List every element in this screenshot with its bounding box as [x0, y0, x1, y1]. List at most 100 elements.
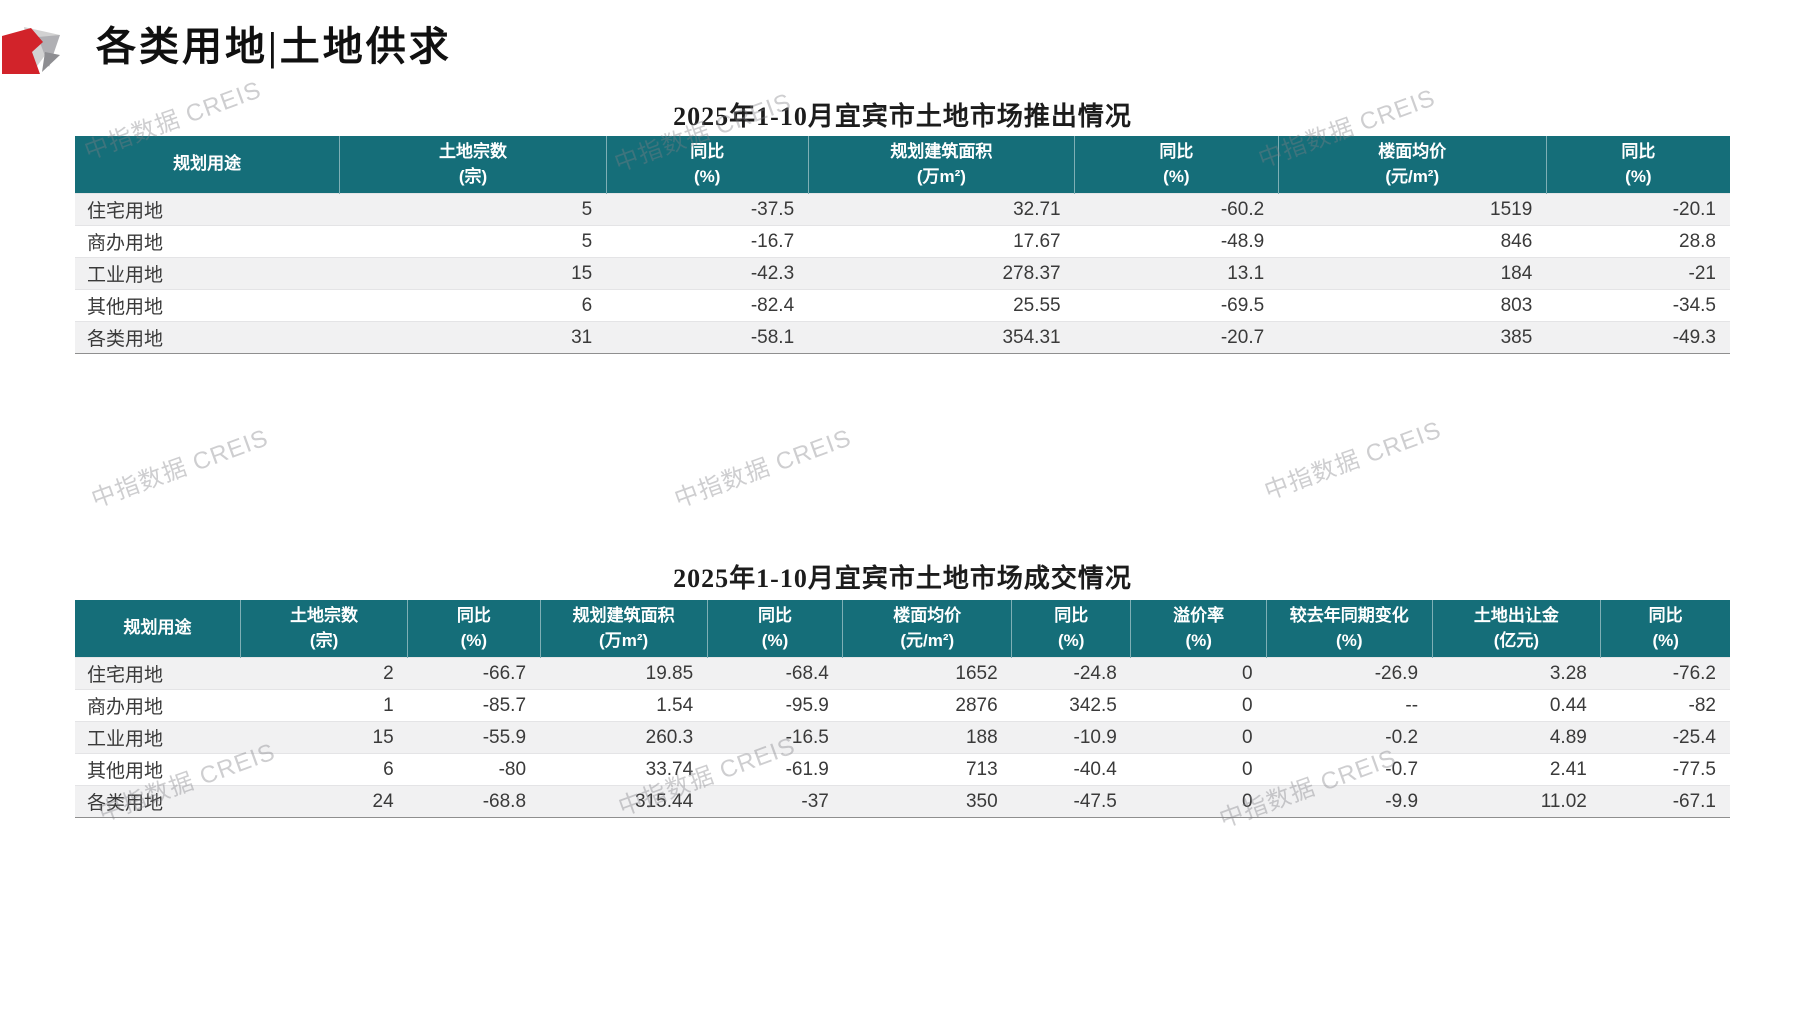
table-cell: 354.31 [808, 321, 1075, 354]
column-header: 规划建筑面积 (万m²) [539, 600, 708, 658]
table-cell: 803 [1278, 289, 1547, 322]
table-cell: 28.8 [1546, 225, 1730, 258]
column-header: 规划用途 [75, 600, 241, 658]
table-caption: 2025年1-10月宜宾市土地市场成交情况 [673, 564, 1132, 593]
table-cell: 6 [240, 753, 408, 786]
table-cell: 1652 [842, 657, 1012, 690]
table-cell: 278.37 [808, 257, 1075, 290]
table-cell: 32.71 [808, 193, 1075, 226]
table-row: 工业用地 15 -55.9 260.3 -16.5 188 -10.9 0 -0… [75, 721, 1730, 754]
table-cell: 6 [339, 289, 607, 322]
supply-table: 规划用途 土地宗数 (宗) 同比 (%) 规划建筑面积 (万m²) 同比 (%) 楼面均… [75, 136, 1730, 355]
column-header: 楼面均价 (元/m²) [842, 600, 1012, 658]
table-cell: -- [1266, 689, 1433, 722]
table-cell: 2876 [842, 689, 1012, 722]
table-cell: 1 [240, 689, 408, 722]
table-cell: -26.9 [1266, 657, 1433, 690]
table-cell: -0.2 [1266, 721, 1433, 754]
table-cell: -0.7 [1266, 753, 1433, 786]
table-cell: -37.5 [606, 193, 809, 226]
table-cell: -49.3 [1546, 321, 1730, 354]
column-header: 同比 (%) [1074, 136, 1279, 194]
table-cell: 0 [1130, 657, 1267, 690]
table-cell: -82.4 [606, 289, 809, 322]
table-cell: 350 [842, 785, 1012, 818]
watermark: 中指数据 CREIS [670, 424, 856, 514]
table-cell: 5 [339, 225, 607, 258]
column-header: 较去年同期变化 (%) [1266, 600, 1433, 658]
table-row: 商办用地 1 -85.7 1.54 -95.9 2876 342.5 0 -- … [75, 689, 1730, 722]
table-cell: -60.2 [1074, 193, 1279, 226]
table-cell: 5 [339, 193, 607, 226]
table-cell: -82 [1600, 689, 1730, 722]
table-cell: -16.7 [606, 225, 809, 258]
table-cell: 2.41 [1432, 753, 1601, 786]
column-header: 同比 (%) [1011, 600, 1131, 658]
table-cell: 2 [240, 657, 408, 690]
table-cell: 17.67 [808, 225, 1075, 258]
table-row: 其他用地 6 -80 33.74 -61.9 713 -40.4 0 -0.7 … [75, 753, 1730, 786]
table-cell: 1.54 [540, 689, 708, 722]
table-cell: 31 [339, 321, 607, 354]
column-header: 同比 (%) [1600, 600, 1730, 658]
table-cell: -20.7 [1074, 321, 1279, 354]
table-cell: -25.4 [1600, 721, 1730, 754]
table-cell: 0 [1130, 689, 1267, 722]
table-cell: 4.89 [1432, 721, 1601, 754]
table-cell: -66.7 [407, 657, 541, 690]
table-cell: 15 [339, 257, 607, 290]
column-header: 溢价率 (%) [1130, 600, 1267, 658]
table-header-row: 规划用途 土地宗数 (宗) 同比 (%) 规划建筑面积 (万m²) 同比 (%) 楼面均… [75, 600, 1730, 658]
table-row: 各类用地 31 -58.1 354.31 -20.7 385 -49.3 [75, 321, 1730, 354]
table-cell: 3.28 [1432, 657, 1601, 690]
row-label: 住宅用地 [75, 193, 340, 226]
table-cell: -55.9 [407, 721, 541, 754]
table-caption: 2025年1-10月宜宾市土地市场推出情况 [673, 102, 1132, 131]
row-label: 其他用地 [75, 289, 340, 322]
table-cell: 11.02 [1432, 785, 1601, 818]
table-cell: -37 [707, 785, 843, 818]
watermark: 中指数据 CREIS [1260, 416, 1446, 506]
table-cell: 0.44 [1432, 689, 1601, 722]
table-cell: -80 [407, 753, 541, 786]
table-row: 住宅用地 2 -66.7 19.85 -68.4 1652 -24.8 0 -2… [75, 657, 1730, 690]
table-cell: -9.9 [1266, 785, 1433, 818]
table-cell: -68.4 [707, 657, 843, 690]
table-cell: -85.7 [407, 689, 541, 722]
column-header: 土地出让金 (亿元) [1431, 600, 1601, 658]
row-label: 商办用地 [75, 689, 241, 722]
table-header-row: 规划用途 土地宗数 (宗) 同比 (%) 规划建筑面积 (万m²) 同比 (%) 楼面均… [75, 136, 1730, 194]
table-cell: -95.9 [707, 689, 843, 722]
table-cell: 19.85 [540, 657, 708, 690]
table-cell: -48.9 [1074, 225, 1279, 258]
table-cell: -61.9 [707, 753, 843, 786]
table-cell: -69.5 [1074, 289, 1279, 322]
table-cell: -67.1 [1600, 785, 1730, 818]
row-label: 住宅用地 [75, 657, 241, 690]
table-cell: -16.5 [707, 721, 843, 754]
row-label: 各类用地 [75, 321, 340, 354]
column-header: 规划用途 [75, 136, 340, 194]
table-row: 住宅用地 5 -37.5 32.71 -60.2 1519 -20.1 [75, 193, 1730, 226]
table-cell: 15 [240, 721, 408, 754]
table-cell: 25.55 [808, 289, 1075, 322]
column-header: 同比 (%) [706, 600, 843, 658]
table-cell: -20.1 [1546, 193, 1730, 226]
table-cell: -76.2 [1600, 657, 1730, 690]
page-title: 各类用地|土地供求 [96, 24, 452, 69]
creis-logo-icon [2, 27, 60, 74]
table-cell: 713 [842, 753, 1012, 786]
table-cell: -24.8 [1011, 657, 1131, 690]
table-cell: 260.3 [540, 721, 708, 754]
table-cell: 24 [240, 785, 408, 818]
table-cell: -34.5 [1546, 289, 1730, 322]
column-header: 土地宗数 (宗) [239, 600, 408, 658]
table-cell: 846 [1278, 225, 1547, 258]
table-row: 其他用地 6 -82.4 25.55 -69.5 803 -34.5 [75, 289, 1730, 322]
column-header: 土地宗数 (宗) [339, 136, 607, 194]
transaction-table: 规划用途 土地宗数 (宗) 同比 (%) 规划建筑面积 (万m²) 同比 (%) 楼面均… [75, 600, 1730, 819]
row-label: 商办用地 [75, 225, 340, 258]
table-cell: 188 [842, 721, 1012, 754]
table-cell: 13.1 [1074, 257, 1279, 290]
table-cell: 1519 [1278, 193, 1547, 226]
